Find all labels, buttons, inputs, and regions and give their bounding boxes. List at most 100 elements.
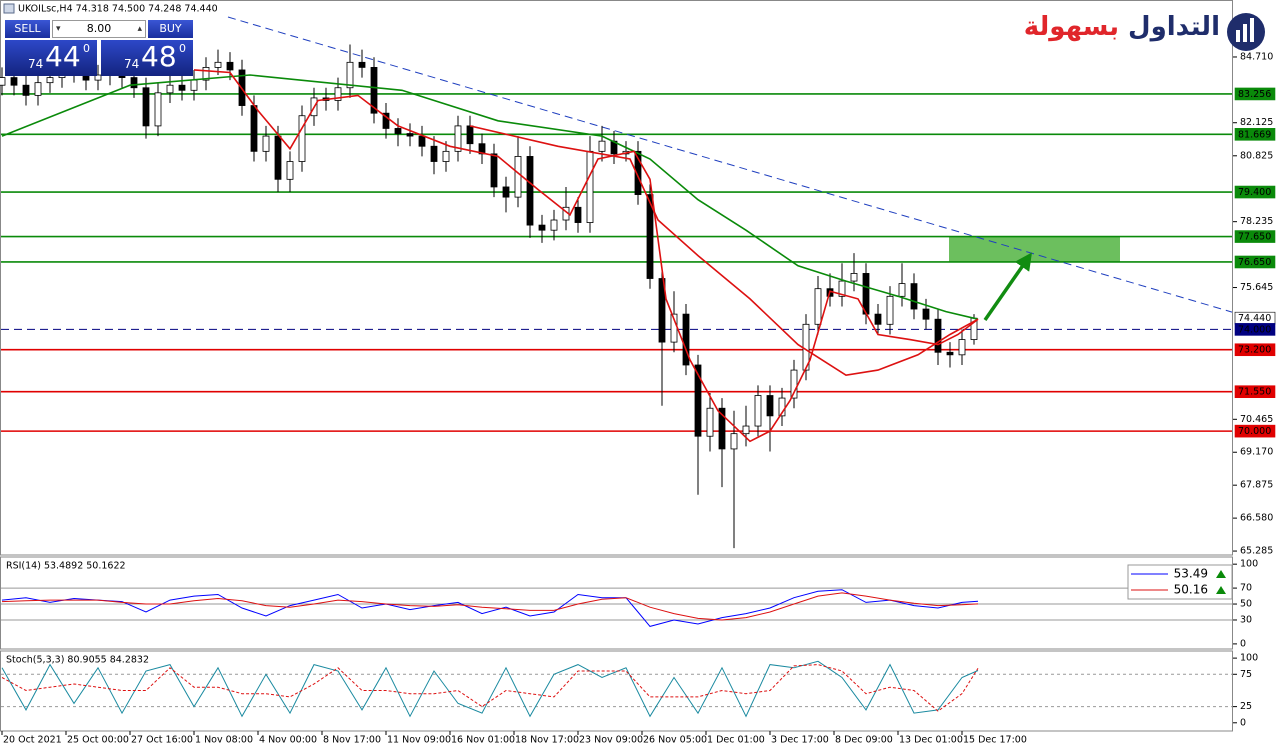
candle-body (454, 125, 462, 152)
ask-price[interactable]: 74 48 0 (101, 40, 193, 76)
x-tick-label: 1 Dec 01:00 (707, 735, 765, 746)
panel-title: UKOILsc,H4 74.318 74.500 74.248 74.440 (18, 4, 218, 15)
candle-body (514, 156, 522, 198)
candle-body (898, 283, 906, 297)
candle-body (418, 135, 426, 147)
x-tick-label: 18 Nov 17:00 (515, 735, 579, 746)
candle-body (646, 194, 654, 279)
y-tick-label: 75.645 (1240, 282, 1273, 293)
y-tick-label: 69.170 (1240, 447, 1273, 458)
candle-body (730, 433, 738, 450)
y-tick-label: 70.465 (1240, 414, 1273, 425)
y-tick-label: 30 (1240, 614, 1252, 625)
candle-body (958, 339, 966, 356)
candle-body (466, 125, 474, 145)
candle-body (586, 150, 594, 223)
candle-body (718, 407, 726, 450)
indicator-line (1, 592, 979, 621)
candle-body (742, 425, 750, 435)
panel-title: Stoch(5,3,3) 80.9055 84.2832 (6, 655, 149, 666)
candle-body (886, 295, 894, 325)
legend-arrow (1216, 570, 1226, 578)
candle-body (550, 219, 558, 231)
ask-pips: 48 (141, 40, 177, 73)
logo-word: بسهولة (1023, 12, 1119, 42)
candle-body (334, 87, 342, 101)
candle-body (682, 313, 690, 366)
candle-body (166, 84, 174, 94)
level-label: 83.256 (1238, 89, 1271, 100)
legend-arrow (1216, 586, 1226, 594)
ask-fraction: 0 (179, 42, 186, 55)
candle-body (202, 67, 210, 81)
level-label-box (1234, 385, 1276, 399)
symbol-icon (3, 3, 15, 14)
y-tick-label: 25 (1240, 701, 1252, 712)
x-tick-label: 26 Nov 05:00 (643, 735, 707, 746)
buy-button[interactable]: BUY (148, 20, 193, 38)
candle-body (154, 92, 162, 127)
candle-body (850, 273, 858, 282)
moving-average (469, 125, 979, 377)
level-label-box (1234, 128, 1276, 141)
bid-pips: 44 (45, 40, 81, 73)
y-tick-label: 66.580 (1240, 513, 1273, 524)
x-tick-label: 27 Oct 16:00 (131, 735, 193, 746)
level-label-box (1234, 343, 1276, 357)
y-tick-label: 0 (1240, 717, 1246, 728)
level-label: 70.000 (1238, 426, 1271, 437)
candle-body (634, 150, 642, 195)
y-tick-label: 82.125 (1240, 117, 1273, 128)
candle-body (694, 364, 702, 437)
candle-body (490, 153, 498, 188)
candle-body (814, 288, 822, 325)
candle-body (598, 140, 606, 152)
logo-word: التداول (1128, 12, 1220, 42)
level-label: 74.440 (1238, 313, 1271, 324)
candle-body (442, 150, 450, 162)
logo-icon (1227, 13, 1265, 51)
candle-body (142, 87, 150, 127)
candle-body (130, 77, 138, 89)
x-tick-label: 11 Nov 09:00 (387, 735, 451, 746)
candle-body (910, 283, 918, 310)
candle-body (214, 61, 222, 68)
candle-body (922, 308, 930, 320)
candle-body (46, 77, 54, 84)
x-tick-label: 8 Nov 17:00 (323, 735, 381, 746)
level-label-box (1234, 424, 1276, 438)
x-tick-label: 4 Nov 00:00 (259, 735, 317, 746)
y-tick-label: 65.285 (1240, 546, 1273, 557)
candle-body (394, 128, 402, 134)
bid-price[interactable]: 74 44 0 (5, 40, 97, 76)
level-label-box (1234, 255, 1276, 269)
lots-input[interactable]: 8.00 (52, 20, 146, 38)
stoch-frame (0, 650, 1233, 732)
y-tick-label: 100 (1240, 653, 1258, 664)
candle-body (286, 161, 294, 180)
panel-title: RSI(14) 53.4892 50.1622 (6, 561, 126, 572)
moving-average (1, 74, 979, 320)
trade-panel: SELL 8.00 BUY 74 44 0 74 48 0 (5, 20, 193, 76)
bid-big-figure: 74 (28, 57, 44, 71)
level-label: 79.400 (1238, 187, 1271, 198)
y-tick-label: 0 (1240, 638, 1246, 649)
indicator-line (1, 664, 979, 712)
x-tick-label: 23 Nov 09:00 (579, 735, 643, 746)
level-label-box (1234, 185, 1276, 199)
ask-big-figure: 74 (124, 57, 140, 71)
sell-button[interactable]: SELL (5, 20, 50, 38)
x-tick-label: 15 Dec 17:00 (963, 735, 1027, 746)
legend-box (1127, 564, 1233, 600)
rsi-frame (0, 556, 1233, 650)
candle-body (766, 395, 774, 417)
candle-body (274, 135, 282, 180)
candle-body (790, 369, 798, 399)
x-tick-label: 3 Dec 17:00 (771, 735, 829, 746)
y-tick-label: 50 (1240, 599, 1252, 610)
candle-body (406, 133, 414, 137)
candle-body (358, 61, 366, 68)
trendline (227, 16, 1233, 313)
